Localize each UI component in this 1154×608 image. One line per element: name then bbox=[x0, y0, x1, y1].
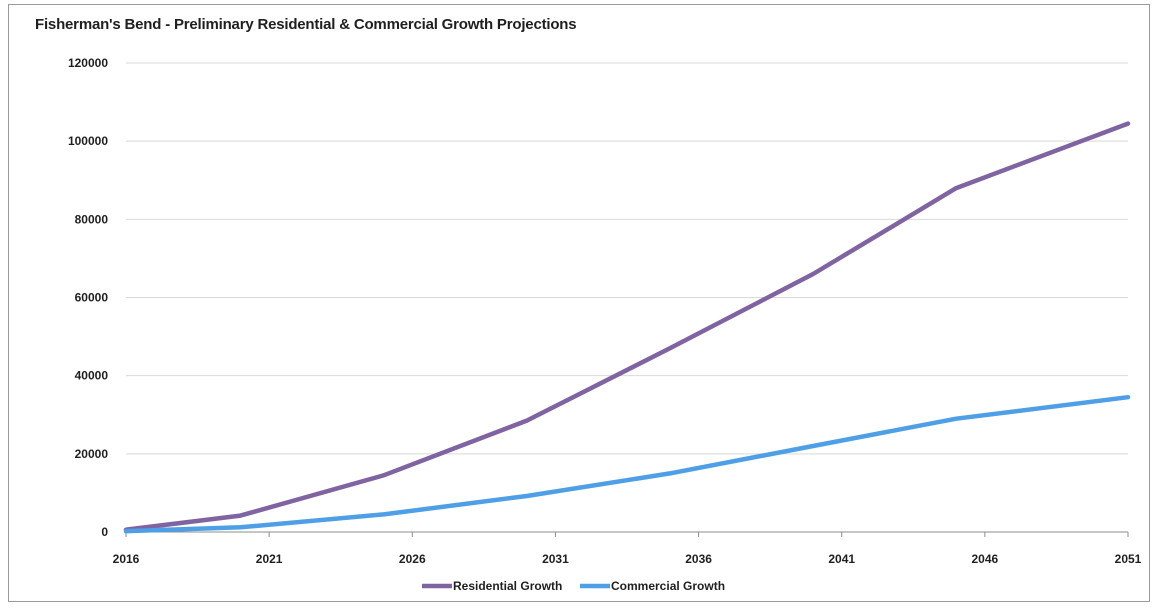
y-tick-label: 60000 bbox=[75, 291, 109, 305]
x-tick-label: 2046 bbox=[972, 552, 999, 566]
series-line-commercial-growth bbox=[123, 394, 1131, 534]
y-tick-label: 40000 bbox=[75, 369, 109, 383]
series-lines bbox=[123, 121, 1131, 534]
x-tick-label: 2016 bbox=[113, 552, 140, 566]
grid-lines bbox=[126, 62, 1128, 455]
chart-frame bbox=[8, 4, 1150, 602]
chart-title: Fisherman's Bend - Preliminary Residenti… bbox=[35, 16, 577, 33]
x-tick-label: 2031 bbox=[542, 552, 569, 566]
x-tick-label: 2021 bbox=[256, 552, 283, 566]
legend: Residential Growth Commercial Growth bbox=[422, 579, 725, 593]
legend-label-commercial-growth: Commercial Growth bbox=[611, 579, 725, 593]
x-tick-label: 2036 bbox=[685, 552, 712, 566]
axes bbox=[125, 531, 1129, 537]
x-tick-labels: 2016 2021 2026 2031 2036 2041 2046 2051 bbox=[113, 552, 1142, 566]
series-line-residential-growth bbox=[123, 121, 1131, 532]
y-tick-label: 80000 bbox=[75, 212, 109, 226]
x-tick-label: 2041 bbox=[828, 552, 855, 566]
y-tick-label: 0 bbox=[101, 525, 108, 539]
x-tick-label: 2051 bbox=[1115, 552, 1142, 566]
y-tick-label: 120000 bbox=[68, 56, 108, 70]
legend-label-residential-growth: Residential Growth bbox=[453, 579, 562, 593]
y-tick-label: 20000 bbox=[75, 447, 109, 461]
y-tick-labels: 0 20000 40000 60000 80000 100000 120000 bbox=[68, 56, 108, 539]
y-tick-label: 100000 bbox=[68, 134, 108, 148]
x-tick-label: 2026 bbox=[399, 552, 426, 566]
